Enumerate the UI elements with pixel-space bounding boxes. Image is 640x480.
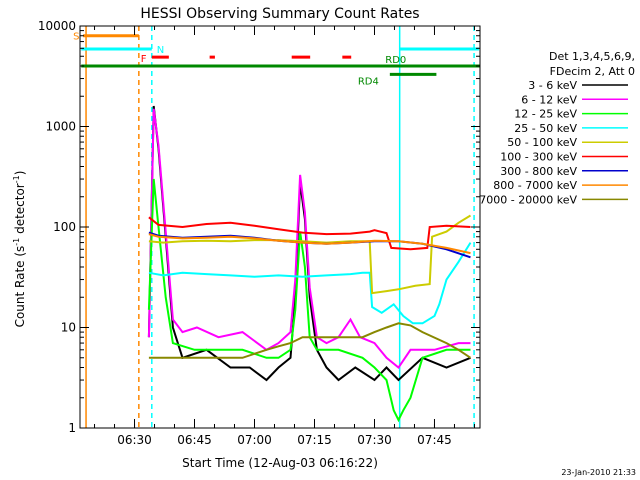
y-axis: 1 10 100 1000 10000: [38, 19, 480, 435]
y-axis-label-mid: detector: [13, 183, 27, 238]
flag-bars: [81, 34, 480, 76]
flag-labels: S NF RD0 RD4: [73, 32, 406, 88]
x-axis-label: Start Time (12-Aug-03 06:16:22): [182, 456, 378, 470]
y-tick-label: 10: [61, 321, 76, 335]
series-line-7: [148, 233, 471, 255]
y-axis-label-sup1: -1: [12, 238, 21, 246]
legend-entry-label: 3 - 6 keV: [528, 79, 577, 92]
chart-title: HESSI Observing Summary Count Rates: [140, 6, 419, 22]
y-tick-label: 10000: [38, 19, 76, 33]
x-axis: 06:30 06:45 07:00 07:15 07:30 07:45: [94, 26, 475, 447]
legend-header-line-2: FDecim 2, Att 0: [550, 65, 635, 78]
series-line-3: [148, 242, 472, 325]
y-axis-label-main: Count Rate (s: [13, 246, 27, 328]
legend-entry-label: 6 - 12 keV: [521, 93, 577, 106]
series-line-5: [148, 216, 471, 251]
x-tick-label: 06:45: [177, 433, 212, 447]
series-line-8: [148, 322, 472, 359]
y-tick-label: 100: [53, 220, 76, 234]
legend-entry-label: 7000 - 20000 keV: [479, 193, 577, 206]
flag-label-n: N: [157, 45, 164, 56]
legend-entry-label: 800 - 7000 keV: [493, 179, 577, 192]
legend-header-line-1: Det 1,3,4,5,6,9,: [549, 50, 635, 63]
series-line-1: [147, 108, 471, 369]
x-tick-label: 07:30: [357, 433, 392, 447]
y-axis-label-end: ): [13, 171, 27, 176]
legend-entry-label: 100 - 300 keV: [500, 151, 577, 164]
legend: Det 1,3,4,5,6,9, FDecim 2, Att 0 3 - 6 k…: [479, 50, 635, 206]
legend-entry-label: 300 - 800 keV: [500, 165, 577, 178]
flag-label-rd4: RD4: [358, 76, 379, 87]
y-tick-label: 1000: [45, 120, 76, 134]
series-line-2: [147, 178, 471, 423]
legend-entry-label: 50 - 100 keV: [507, 136, 577, 149]
x-tick-label: 07:00: [237, 433, 272, 447]
legend-entry-label: 25 - 50 keV: [514, 122, 577, 135]
series-lines: [147, 105, 472, 423]
flag-label-f: F: [141, 54, 147, 65]
x-tick-label: 06:30: [117, 433, 152, 447]
footer-timestamp: 23-Jan-2010 21:33: [561, 468, 636, 477]
y-axis-label-sup2: -1: [12, 175, 21, 183]
flag-label-rd0: RD0: [385, 55, 406, 66]
x-tick-label: 07:15: [297, 433, 332, 447]
y-tick-label: 1: [68, 421, 76, 435]
legend-entry-label: 12 - 25 keV: [514, 108, 577, 121]
flag-label-s: S: [73, 32, 79, 43]
y-axis-label: Count Rate (s-1 detector-1): [12, 171, 27, 328]
x-tick-label: 07:45: [417, 433, 452, 447]
